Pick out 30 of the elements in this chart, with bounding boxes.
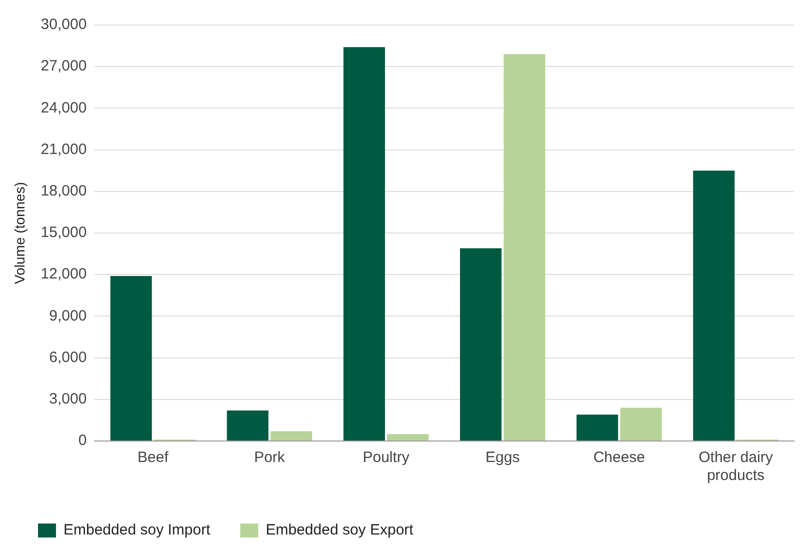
legend-label: Embedded soy Export [266,522,414,539]
bar [693,170,735,440]
bar [620,408,662,440]
x-tick-label: Beef [138,449,170,466]
x-tick-label: Poultry [362,449,410,466]
y-tick-label: 12,000 [40,266,87,283]
bar [226,410,268,440]
y-tick-label: 18,000 [40,182,87,200]
legend-label: Embedded soy Import [64,522,212,539]
bar [270,431,312,440]
bar [576,414,618,440]
x-tick-label: Eggs [486,449,520,466]
bar [504,54,546,440]
y-tick-label: 15,000 [40,224,87,242]
y-tick-label: 9,000 [49,307,87,324]
y-tick-label: 21,000 [40,140,87,158]
y-tick-label: 27,000 [40,58,87,75]
y-tick-label: 24,000 [40,99,87,116]
y-tick-label: 30,000 [40,16,87,34]
bar [387,434,429,440]
x-tick-label: Other dairy products [698,449,774,484]
bar [343,47,385,440]
x-tick-label: Pork [254,449,286,466]
bar [110,276,152,440]
y-axis-title: Volume (tonnes) [11,182,28,284]
x-tick-label: Cheese [593,449,646,466]
y-tick-label: 0 [78,432,87,450]
bar [460,248,502,440]
y-tick-label: 6,000 [49,348,87,366]
y-tick-label: 3,000 [49,390,87,408]
